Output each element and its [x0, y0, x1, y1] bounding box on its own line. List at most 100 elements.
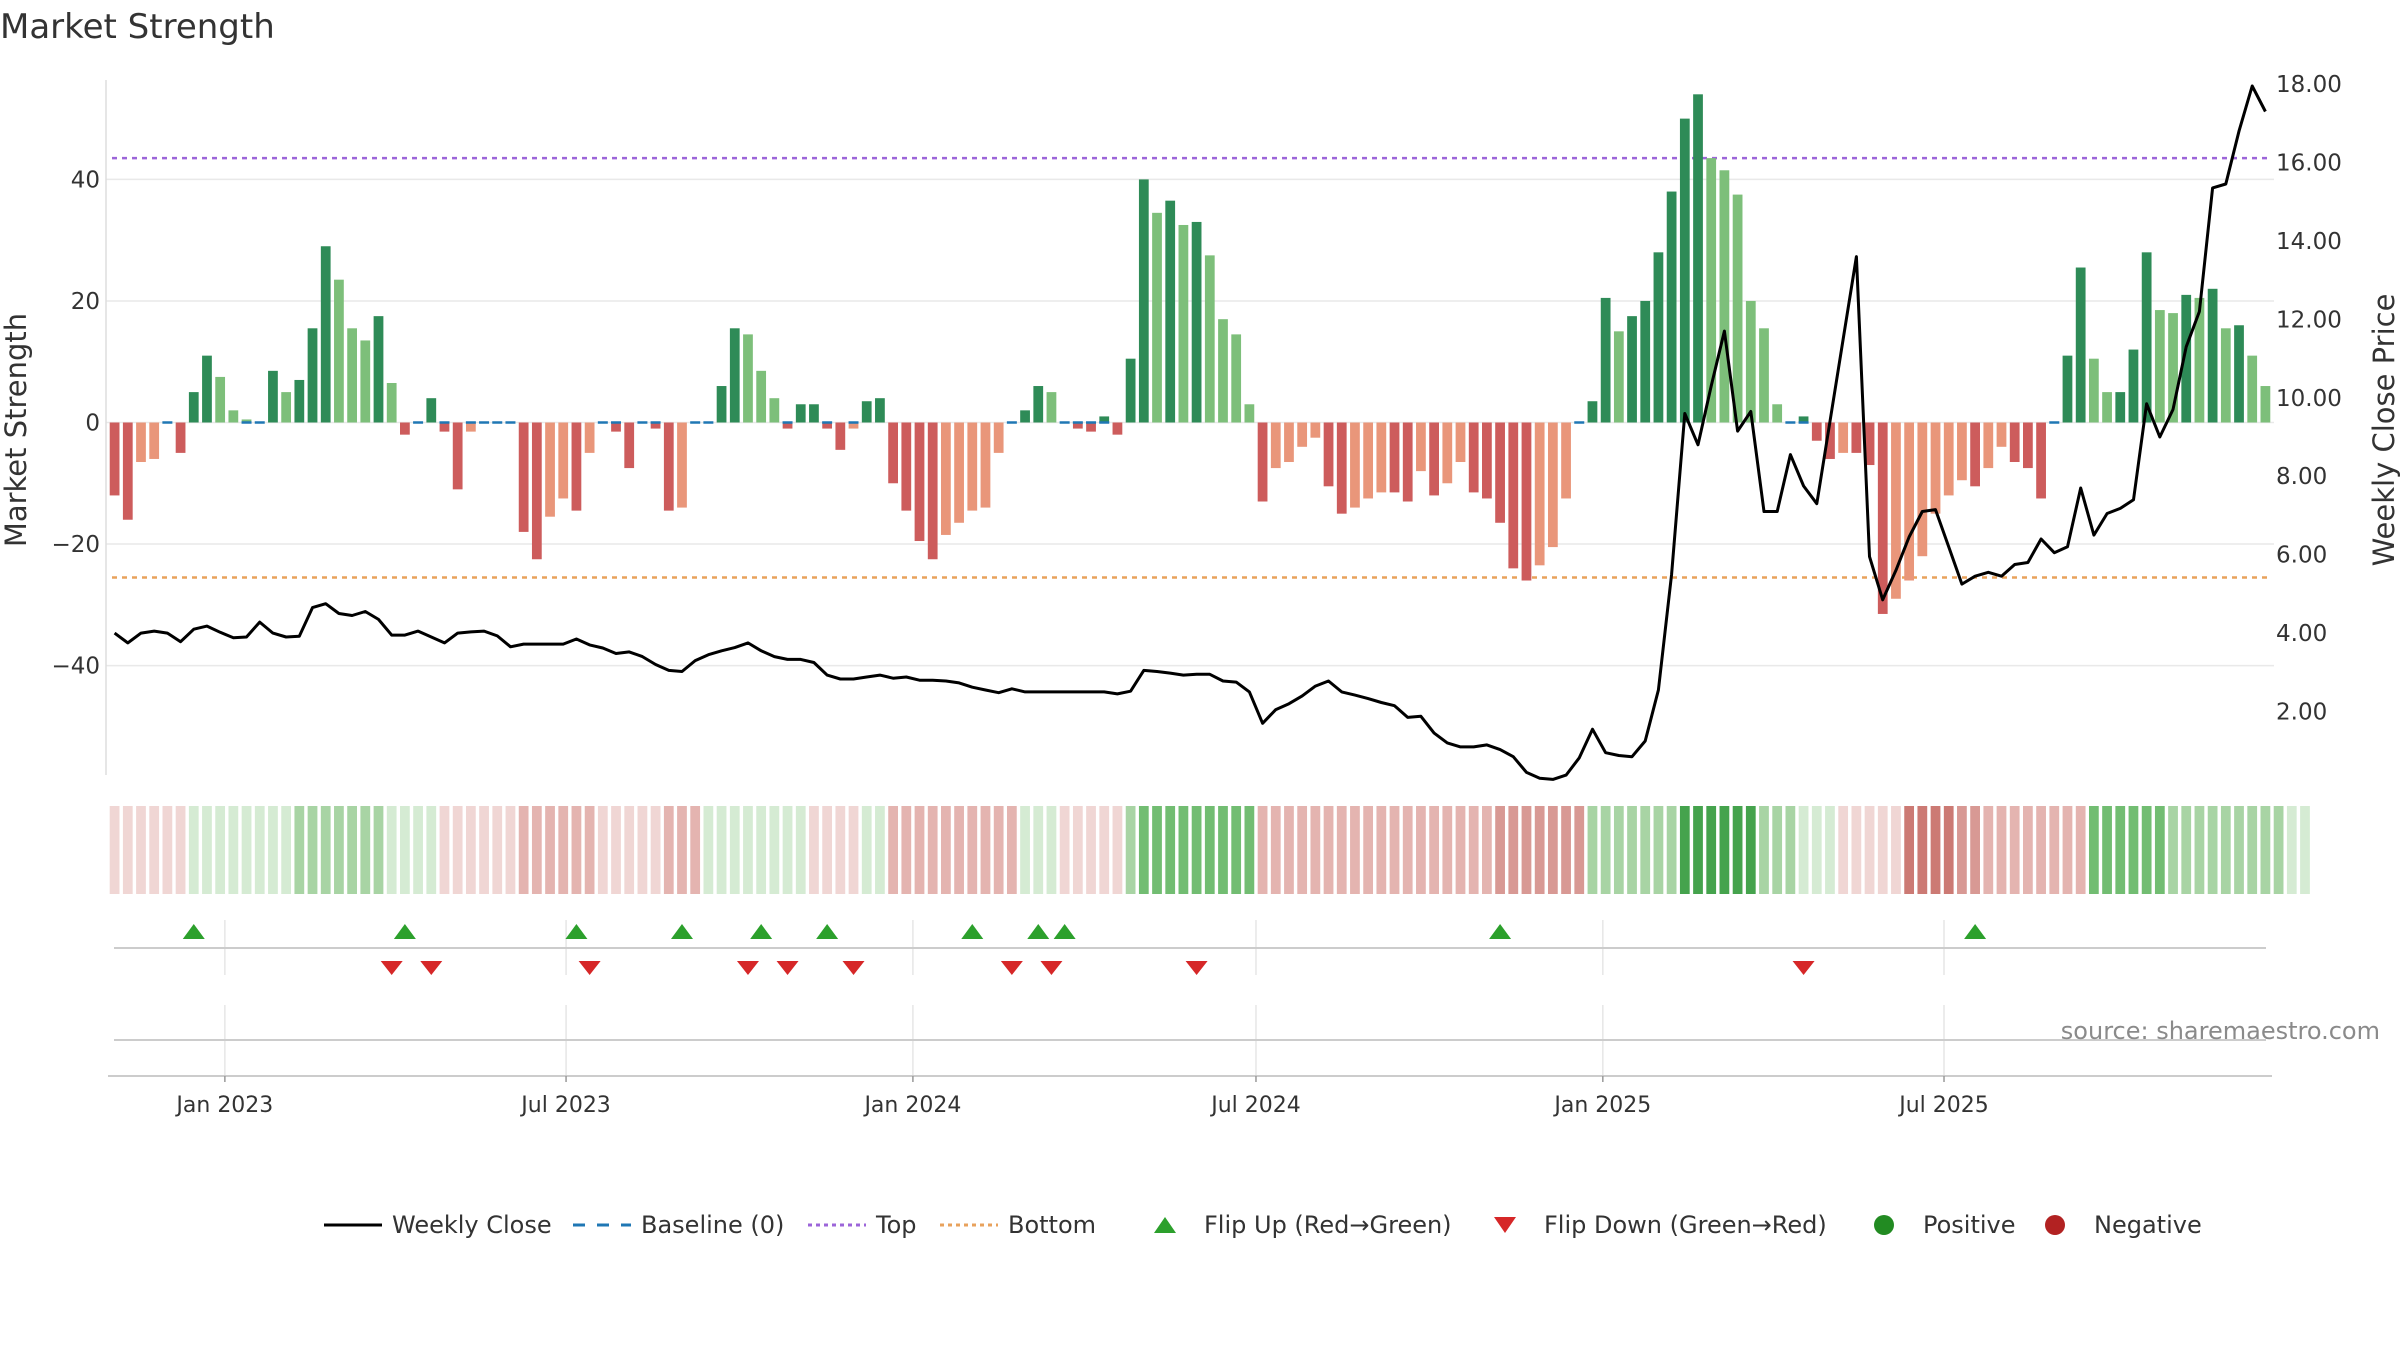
- regime-cell: [1693, 806, 1703, 894]
- strength-bar: [1191, 221, 1202, 423]
- regime-cell: [2194, 806, 2205, 894]
- regime-cell: [954, 806, 964, 894]
- regime-cell: [1745, 806, 1756, 894]
- strength-bar: [584, 422, 595, 453]
- regime-cell: [1244, 806, 1255, 894]
- legend-swatch: [1154, 1217, 1176, 1233]
- strength-bar: [1851, 422, 1862, 453]
- strength-bar: [1561, 422, 1571, 499]
- strength-bar: [756, 370, 767, 423]
- regime-cell: [1983, 806, 1994, 894]
- strength-bar: [1600, 297, 1611, 423]
- strength-bar: [2181, 294, 2192, 423]
- regime-cell: [1191, 806, 1202, 894]
- regime-cell: [1627, 806, 1637, 894]
- strength-bar: [1640, 300, 1651, 423]
- regime-cell: [1138, 806, 1149, 894]
- regime-cell: [202, 806, 212, 894]
- legend-item: Baseline (0): [573, 1211, 784, 1239]
- regime-cell: [2247, 806, 2258, 894]
- left-axis-label: Market Strength: [0, 313, 33, 547]
- strength-bar: [2168, 313, 2178, 423]
- strength-bar: [1152, 212, 1162, 423]
- strength-bar: [782, 422, 793, 429]
- regime-cell: [2102, 806, 2112, 894]
- strength-bar: [1732, 194, 1743, 423]
- regime-cell: [1930, 806, 1941, 894]
- regime-cell: [1917, 806, 1928, 894]
- strength-bar: [2154, 310, 2165, 423]
- strength-bar: [888, 422, 898, 484]
- regime-cell: [1112, 806, 1123, 894]
- strength-bar: [1416, 422, 1426, 472]
- regime-strip: [109, 806, 2310, 894]
- date-tick-label: Jul 2025: [1897, 1093, 1989, 1118]
- strength-bar: [1838, 422, 1849, 453]
- regime-cell: [268, 806, 278, 894]
- legend-label: Flip Up (Red→Green): [1204, 1211, 1452, 1239]
- regime-cell: [1006, 806, 1017, 894]
- regime-cell: [2273, 806, 2284, 894]
- regime-cell: [941, 806, 951, 894]
- legend-label: Bottom: [1008, 1211, 1096, 1239]
- strength-bar: [373, 316, 384, 423]
- regime-cell: [677, 806, 687, 894]
- regime-cell: [518, 806, 529, 894]
- legend-item: Flip Down (Green→Red): [1494, 1211, 1827, 1239]
- regime-cell: [1851, 806, 1862, 894]
- left-tick-label: 0: [85, 411, 100, 437]
- regime-cell: [809, 806, 819, 894]
- right-tick-label: 18.00: [2276, 72, 2342, 98]
- strength-bar: [861, 401, 872, 423]
- regime-cell: [1416, 806, 1426, 894]
- strength-bar: [1679, 118, 1690, 423]
- strength-bar: [426, 398, 437, 423]
- strength-bar: [2102, 392, 2112, 423]
- regime-cell: [2207, 806, 2218, 894]
- regime-cell: [558, 806, 569, 894]
- regime-cell: [1613, 806, 1624, 894]
- strength-bar: [1495, 422, 1505, 523]
- strength-bar: [1957, 422, 1967, 481]
- right-tick-label: 8.00: [2276, 464, 2327, 490]
- strength-bar: [1270, 422, 1281, 469]
- strength-bar: [1468, 422, 1479, 493]
- regime-cell: [2049, 806, 2060, 894]
- strength-bar: [1943, 422, 1954, 496]
- strength-bar: [875, 398, 885, 423]
- regime-cell: [1825, 806, 1835, 894]
- date-tick-label: Jan 2024: [862, 1093, 961, 1118]
- source-label: source: sharemaestro.com: [2061, 1017, 2380, 1045]
- strength-bar: [1257, 422, 1268, 502]
- strength-bar: [677, 422, 687, 508]
- regime-cell: [637, 806, 648, 894]
- regime-cell: [1534, 806, 1545, 894]
- legend-label: Positive: [1923, 1211, 2016, 1239]
- regime-cell: [1099, 806, 1110, 894]
- strength-bar: [809, 404, 819, 423]
- strength-bar: [531, 422, 542, 560]
- regime-cell: [281, 806, 292, 894]
- regime-cell: [2115, 806, 2126, 894]
- regime-cell: [888, 806, 898, 894]
- strength-bar: [1745, 300, 1756, 423]
- regime-cell: [1270, 806, 1281, 894]
- date-tick-label: Jul 2023: [519, 1093, 611, 1118]
- date-tick-label: Jan 2025: [1552, 1093, 1651, 1118]
- strength-bar: [663, 422, 674, 511]
- strength-bar: [1363, 422, 1374, 499]
- regime-cell: [1759, 806, 1769, 894]
- regime-cell: [2009, 806, 2020, 894]
- strength-bar: [2036, 422, 2046, 499]
- date-axis: Jan 2023 Jul 2023 Jan 2024 Jul 2024 Jan 2025…: [174, 1076, 1989, 1118]
- regime-cell: [347, 806, 357, 894]
- regime-cell: [1059, 806, 1070, 894]
- flip-up-marker: [1027, 924, 1050, 939]
- strength-bar: [1231, 334, 1242, 423]
- regime-cell: [1561, 806, 1571, 894]
- flip-down-marker: [776, 961, 799, 975]
- regime-cell: [373, 806, 384, 894]
- strength-bar: [202, 355, 212, 423]
- price-line-group: [113, 84, 2267, 781]
